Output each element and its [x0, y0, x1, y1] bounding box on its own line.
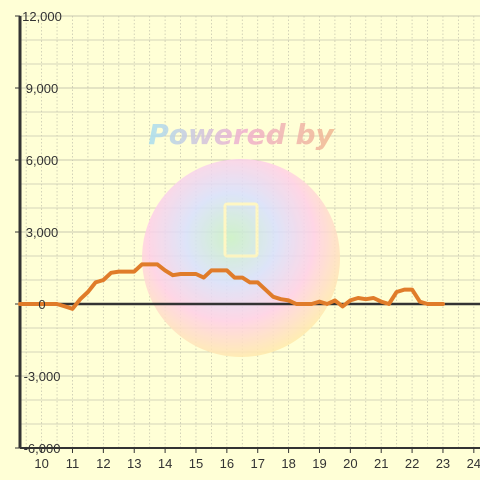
- x-tick-label: 16: [220, 456, 234, 471]
- x-tick-label: 20: [343, 456, 357, 471]
- watermark-glyph: [223, 202, 259, 258]
- y-tick-label: 3,000: [26, 225, 59, 240]
- y-tick-label: -3,000: [24, 369, 61, 384]
- x-tick-label: 18: [281, 456, 295, 471]
- x-tick-label: 24: [467, 456, 480, 471]
- x-tick-label: 23: [436, 456, 450, 471]
- y-tick-label: 0: [38, 297, 45, 312]
- x-tick-label: 12: [96, 456, 110, 471]
- series: [18, 262, 445, 311]
- x-tick-label: 10: [34, 456, 48, 471]
- watermark: Powered by: [142, 118, 340, 357]
- x-tick-label: 21: [374, 456, 388, 471]
- x-tick-label: 15: [189, 456, 203, 471]
- y-tick-label: 12,000: [22, 9, 62, 24]
- x-tick-label: 19: [312, 456, 326, 471]
- x-tick-label: 13: [127, 456, 141, 471]
- axes: [15, 15, 480, 453]
- y-tick-label: 6,000: [26, 153, 59, 168]
- watermark-orb: [142, 159, 340, 357]
- x-tick-label: 14: [158, 456, 172, 471]
- x-tick-label: 17: [250, 456, 264, 471]
- x-tick-label: 11: [66, 456, 80, 471]
- y-tick-label: 9,000: [26, 81, 59, 96]
- tick-labels: -6,000 -3,000 0 3,000 6,000 9,000 12,000 10 11 12…: [22, 9, 480, 471]
- series-line: [18, 262, 445, 311]
- y-tick-label: -6,000: [24, 441, 61, 456]
- watermark-text: Powered by: [148, 118, 335, 151]
- x-tick-label: 22: [405, 456, 419, 471]
